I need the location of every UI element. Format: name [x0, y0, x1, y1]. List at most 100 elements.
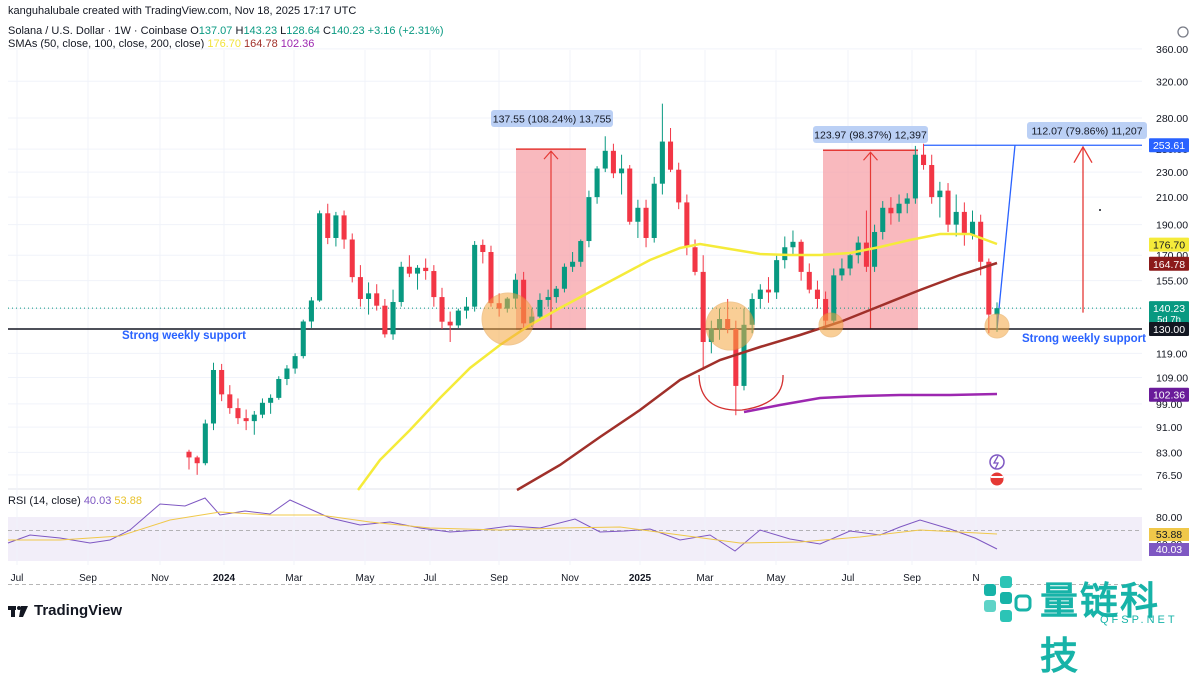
rsi-tag-bg: [1149, 543, 1189, 556]
candle-body: [235, 408, 241, 419]
open-label: O: [190, 25, 199, 37]
sma100-line: [516, 261, 998, 492]
rsi-signal-tag-bg: [1149, 528, 1189, 541]
candle-body: [333, 215, 339, 238]
price-tick-label: 83.00: [1156, 447, 1182, 459]
candle-body: [561, 266, 567, 289]
candle-body: [814, 289, 820, 299]
candle-body: [341, 215, 347, 240]
candle-body: [325, 213, 331, 238]
price-tick-label: 119.00: [1156, 348, 1187, 360]
candle-body: [300, 321, 306, 357]
candle-body: [259, 402, 265, 415]
x-tick-label: Jul: [11, 573, 24, 584]
candle-body: [610, 150, 616, 174]
us-flag-icon: [990, 472, 1004, 486]
measure-label-2: 123.97 (98.37%) 12,397: [814, 130, 927, 142]
candle-body: [578, 241, 584, 262]
candle-body: [872, 231, 878, 267]
candle-body: [480, 244, 486, 253]
sma-legend[interactable]: SMAs (50, close, 100, close, 200, close)…: [8, 38, 314, 50]
candle-body: [684, 202, 690, 248]
candle-body: [317, 213, 323, 301]
candle-body: [488, 252, 494, 304]
candle-body: [186, 451, 192, 458]
candle-body: [986, 261, 992, 315]
price-label: 253.61: [1153, 140, 1185, 152]
x-tick-label: Sep: [490, 573, 508, 584]
candle-body: [839, 268, 845, 276]
price-tick-label: 109.00: [1156, 372, 1188, 384]
measure-label-1-bg: [491, 110, 613, 127]
price-label-bg: [1149, 322, 1189, 336]
close-value: 140.23: [330, 25, 365, 37]
x-tick-label: Mar: [285, 573, 303, 584]
candle-body: [349, 239, 355, 278]
price-tick-label: 230.00: [1156, 167, 1188, 179]
support-highlight-circle: [705, 301, 755, 351]
candle-body: [765, 289, 772, 293]
price-label-bg: [1149, 256, 1189, 271]
candle-body: [692, 247, 698, 272]
sma100-value: 164.78: [244, 38, 278, 50]
rsi-signal-line: [8, 511, 998, 544]
candle-body: [659, 141, 665, 184]
candle-body: [945, 190, 951, 225]
candle-body: [284, 368, 290, 379]
x-tick-label: Nov: [151, 573, 169, 584]
tradingview-logo[interactable]: TradingView: [8, 602, 122, 619]
candle-body: [929, 165, 935, 198]
rsi-signal-value: 53.88: [114, 495, 142, 507]
candle-body: [268, 397, 274, 403]
price-label: 176.70: [1153, 240, 1185, 252]
candle-body: [651, 183, 657, 238]
price-label: 102.36: [1153, 390, 1185, 402]
candle-body: [847, 255, 853, 269]
change-value: +3.16 (+2.31%): [367, 25, 444, 37]
projection-line: [996, 145, 1016, 330]
price-tick-label: 76.50: [1156, 470, 1182, 482]
candle-body: [921, 154, 927, 166]
candle-body: [823, 298, 829, 321]
price-label-bg: [1149, 387, 1189, 402]
rsi-legend[interactable]: RSI (14, close) 40.03 53.88: [8, 495, 142, 507]
candle-body: [953, 211, 959, 225]
symbol-name: Solana / U.S. Dollar · 1W · Coinbase: [8, 25, 188, 37]
high-label: H: [235, 25, 244, 37]
symbol-line: Solana / U.S. Dollar · 1W · Coinbase O13…: [8, 25, 444, 37]
x-tick-label: Sep: [903, 573, 921, 584]
rsi-value: 40.03: [83, 495, 112, 507]
x-tick-label: Jul: [842, 573, 855, 584]
candle-body: [969, 221, 976, 235]
cursor-dot: [1099, 209, 1101, 211]
candle-body: [627, 168, 633, 222]
candle-body: [308, 300, 314, 322]
price-label-bg: [1149, 301, 1189, 326]
measure-label-2-bg: [813, 126, 928, 143]
sma50-line: [356, 232, 998, 491]
open-value: 137.07: [198, 25, 233, 37]
watermark-site: QFSP.NET: [1100, 614, 1178, 626]
high-value: 143.23: [243, 25, 278, 37]
tradingview-brand: TradingView: [34, 602, 123, 619]
rsi-tick-label: 80.00: [1156, 512, 1182, 524]
candle-body: [366, 293, 372, 299]
candle-body: [586, 197, 592, 242]
measure-arrow-2-head: [863, 151, 878, 161]
price-tick-label: 155.00: [1156, 276, 1188, 288]
candle-body: [382, 305, 388, 335]
candle-body: [227, 394, 233, 409]
bottom-curve: [698, 374, 784, 411]
candle-body: [896, 203, 902, 214]
price-chart[interactable]: 137.55 (108.24%) 13,755 123.97 (98.37%) 1…: [0, 0, 1200, 600]
candle-body: [570, 261, 576, 267]
price-label: 130.00: [1153, 324, 1185, 336]
candle-body: [463, 306, 470, 311]
rsi-line: [7, 497, 998, 552]
candle-body: [643, 207, 649, 238]
candle-body: [472, 244, 478, 307]
candle-body: [994, 308, 1000, 315]
candle-body: [194, 457, 200, 464]
candle-body: [863, 242, 869, 267]
candle-body: [398, 266, 404, 303]
